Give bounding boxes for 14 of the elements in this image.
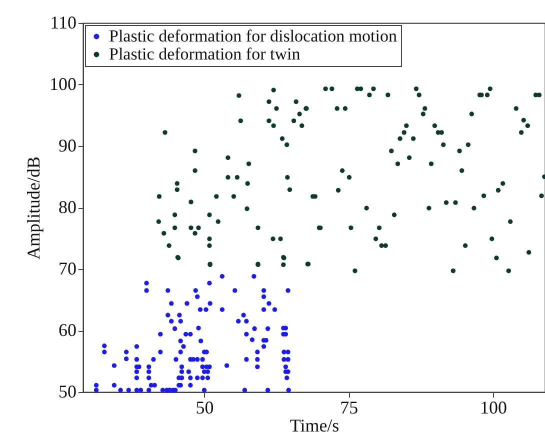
y-tick-label: 80 xyxy=(58,197,76,217)
y-axis-title: Amplitude/dB xyxy=(24,156,44,260)
x-tick-label: 75 xyxy=(340,398,358,418)
legend-label: Plastic deformation for twin xyxy=(109,44,301,64)
y-tick-label: 90 xyxy=(58,136,76,156)
y-tick-label: 70 xyxy=(58,258,76,278)
y-tick-label: 50 xyxy=(58,382,76,402)
y-tick-label: 110 xyxy=(50,12,76,32)
y-tick-label: 60 xyxy=(58,320,76,340)
x-tick-label: 100 xyxy=(480,398,508,418)
x-tick-label: 50 xyxy=(196,398,214,418)
y-tick-label: 100 xyxy=(50,74,76,94)
legend-label: Plastic deformation for dislocation motion xyxy=(109,26,398,46)
x-axis-title: Time/s xyxy=(290,416,340,436)
